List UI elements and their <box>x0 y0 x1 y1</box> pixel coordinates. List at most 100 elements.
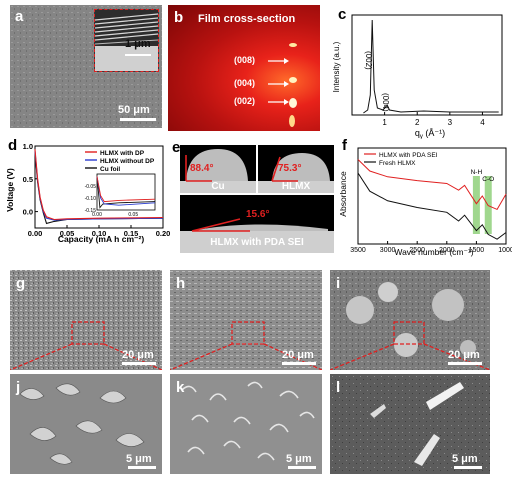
panel-d-legend-label: HLMX without DP <box>100 158 155 165</box>
panel-b-title: Film cross-section <box>198 13 296 25</box>
panel-k-label: k <box>176 379 185 396</box>
panel-f-legend-label: Fresh HLMX <box>379 160 416 167</box>
panel-f-label: f <box>342 138 347 154</box>
panel-d-xtick-label: 0.10 <box>92 229 107 238</box>
panel-e-pda: 15.6° HLMX with PDA SEI <box>180 195 334 253</box>
arrow-004-head <box>284 81 289 87</box>
arrow-002-head <box>284 99 289 105</box>
panel-b-peak-002: (002) <box>234 96 256 106</box>
panel-d-xtick-label: 0.00 <box>28 229 43 238</box>
panel-i-texture <box>330 270 490 370</box>
panel-c-label: c <box>338 6 347 23</box>
panel-d-ytick-label: 1.0 <box>23 142 33 151</box>
panel-e-cu-drop <box>180 149 256 193</box>
panel-h-label: h <box>176 275 186 292</box>
panel-a-scaletext: 50 μm <box>118 104 150 116</box>
panel-l-label: l <box>336 379 341 396</box>
panel-d-ylabel: Voltage (V) <box>5 168 15 212</box>
panel-f-xtick-label: 2500 <box>409 247 425 254</box>
panel-h-scaletext: 20 μm <box>282 349 314 361</box>
panel-a-scalebar <box>120 118 156 121</box>
panel-f-ylabel: Absorbance <box>338 171 348 217</box>
panel-e-hlmx: 75.3° HLMX <box>258 145 334 193</box>
panel-c-frame <box>351 14 503 116</box>
panel-f-xtick-label: 3000 <box>380 247 396 254</box>
panel-j-label: j <box>16 379 21 396</box>
panel-a-label: a <box>15 8 24 25</box>
panel-a-inset: 1 μm <box>94 9 159 72</box>
panel-c-xtick-label: 2 <box>415 118 420 127</box>
panel-f-xtick-label: 1000 <box>498 247 512 254</box>
panel-d-ytick-label: 0.0 <box>23 208 33 217</box>
panel-d-series-line <box>34 149 164 221</box>
panel-b-diffraction: b Film cross-section (008) (004) (002) <box>168 5 320 131</box>
panel-g-scalebar <box>122 362 156 365</box>
panel-d-label: d <box>8 138 18 154</box>
spot-beam <box>289 115 295 127</box>
panel-f-series-line <box>357 172 507 240</box>
panel-l-scaletext: 5 μm <box>452 453 478 465</box>
arrow-008-head <box>284 58 289 64</box>
panel-f-legend-label: HLMX with PDA SEI <box>379 152 438 159</box>
panel-c-xtick-label: 3 <box>448 118 453 127</box>
panel-e-pda-angle: 15.6° <box>246 209 270 220</box>
panel-b-peak-008: (008) <box>234 55 256 65</box>
panel-f-frame <box>357 147 507 245</box>
panel-g-label: g <box>16 275 26 292</box>
panel-d-xtick-label: 0.05 <box>60 229 75 238</box>
panel-e-pda-drop <box>180 218 334 253</box>
panel-k-texture <box>170 374 322 474</box>
panel-f-xlabel: Wave number (cm⁻¹) <box>394 247 473 257</box>
panel-b-peak-004: (004) <box>234 78 256 88</box>
panel-f-band-nh <box>472 176 480 234</box>
panel-k-sem: k 5 μm <box>170 374 322 474</box>
spot-008 <box>289 43 297 47</box>
panel-d-xlabel: Capacity (mA h cm⁻²) <box>58 234 145 244</box>
panel-c-peak1: (002) <box>364 51 373 70</box>
panel-l-texture <box>330 374 490 474</box>
panel-f-xtick-label: 1500 <box>469 247 485 254</box>
panel-h-scalebar <box>282 362 316 365</box>
panel-c-peak2: (004) <box>381 93 390 112</box>
panel-e-hlmx-drop <box>258 153 334 193</box>
panel-c-chart: Intensity (a.u.) qy (Å⁻¹) (002) (004) 1 2… <box>332 14 503 139</box>
panel-d-ytick-label: 0.5 <box>23 175 33 184</box>
panel-c-series-line <box>363 19 499 114</box>
panel-b-label: b <box>174 9 184 26</box>
panel-g-sem: g 20 μm <box>10 270 162 370</box>
panel-i-scaletext: 20 μm <box>448 349 480 361</box>
panel-a-sem: 1 μm a 50 μm <box>10 5 162 128</box>
panel-g-texture <box>10 270 162 370</box>
panel-b-spots <box>268 43 297 127</box>
panel-e-contact-angles: e 88.4° Cu 75.3° HLMX 15.6° HLMX with PD… <box>170 140 334 256</box>
panel-e-cu-angle: 88.4° <box>190 163 214 174</box>
panel-k-scalebar <box>288 466 316 469</box>
panel-e-label: e <box>172 140 181 156</box>
panel-c-xlabel: qy (Å⁻¹) <box>415 128 445 139</box>
panel-e-hlmx-angle: 75.3° <box>278 163 302 174</box>
panel-e-hlmx-name: HLMX <box>281 181 311 192</box>
panel-k-scaletext: 5 μm <box>286 453 312 465</box>
panel-l-sem: l 5 μm <box>330 374 490 474</box>
panel-f-nh-label: N-H <box>471 169 483 176</box>
panel-d-inset-ytick-label: -0.15 <box>85 208 97 214</box>
panel-c-xrd: c Intensity (a.u.) qy (Å⁻¹) (002) (004) … <box>330 5 510 139</box>
panel-d-legend-label: Cu foil <box>100 166 120 173</box>
panel-f-co-label: C-O <box>482 176 494 183</box>
panel-d-inset-ytick-label: -0.05 <box>85 184 97 190</box>
panel-j-sem: j 5 μm <box>10 374 162 474</box>
panel-f-series-line <box>357 159 507 211</box>
panel-d-xtick-label: 0.20 <box>156 229 170 238</box>
panel-h-sem: h 20 μm <box>170 270 322 370</box>
panel-g-scaletext: 20 μm <box>122 349 154 361</box>
panel-f-xtick-label: 2000 <box>439 247 455 254</box>
panel-d-inset-series-line <box>96 176 156 203</box>
spot-002 <box>289 98 297 108</box>
panel-f-chart: Absorbance Wave number (cm⁻¹) 3500 3000 25… <box>338 147 512 257</box>
panel-a-inset-scalebar <box>125 54 151 56</box>
spot-004 <box>289 77 297 83</box>
panel-e-cu: 88.4° Cu <box>180 145 256 193</box>
panel-i-scalebar <box>448 362 482 365</box>
panel-d-legend-label: HLMX with DP <box>100 150 145 157</box>
panel-d-voltage: d Voltage (V) Capacity (mA h cm⁻²) 0.00 0… <box>5 138 170 246</box>
